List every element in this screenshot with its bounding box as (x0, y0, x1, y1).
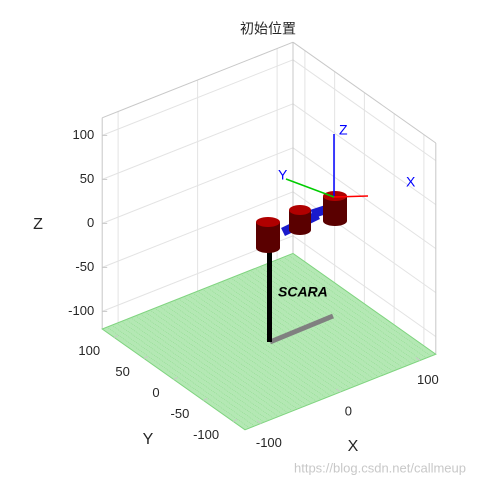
joint-top (323, 191, 347, 201)
z-axis-label: Z (33, 216, 43, 233)
joint-body (256, 222, 280, 253)
y-tick-label: -50 (171, 406, 190, 421)
robot (256, 134, 369, 345)
y-axis-label: Y (143, 431, 154, 448)
x-tick-label: 100 (417, 372, 439, 387)
z-tick-label: -100 (68, 303, 94, 318)
box-edge (292, 41, 437, 144)
frame-x-axis (333, 195, 369, 198)
frame-label-y: Y (278, 167, 288, 183)
joint-top (289, 205, 311, 215)
y-tick-label: -100 (193, 427, 219, 442)
y-tick-label: 100 (78, 343, 100, 358)
y-tick (203, 397, 208, 401)
frame-label-x: X (406, 174, 416, 190)
chart-title: 初始位置 (240, 21, 296, 37)
watermark: https://blog.csdn.net/callmeup (294, 460, 466, 475)
annotation: SCARA (278, 284, 328, 300)
x-tick (256, 420, 262, 424)
box-edge (102, 41, 294, 119)
z-tick-label: 50 (80, 171, 94, 186)
x-tick-label: -100 (256, 435, 282, 450)
z-tick-label: 100 (72, 127, 94, 142)
y-tick (113, 334, 119, 338)
y-tick-label: 0 (152, 385, 159, 400)
column (267, 250, 272, 342)
y-tick (173, 376, 178, 380)
grid-layer (101, 41, 437, 355)
z-tick-label: 0 (87, 215, 94, 230)
joint-body (323, 196, 347, 226)
y-tick (143, 355, 149, 359)
y-tick (232, 418, 238, 422)
frame-y-axis (285, 178, 335, 198)
y-tick-label: 50 (115, 364, 129, 379)
base-link (269, 313, 334, 345)
x-tick (415, 357, 421, 361)
x-axis-label: X (348, 438, 359, 455)
joint-top (256, 217, 280, 227)
x-tick-label: 0 (345, 403, 352, 418)
joint-body (289, 210, 311, 235)
frame-label-z: Z (339, 122, 348, 138)
x-tick (336, 388, 341, 393)
z-tick-label: -50 (75, 259, 94, 274)
